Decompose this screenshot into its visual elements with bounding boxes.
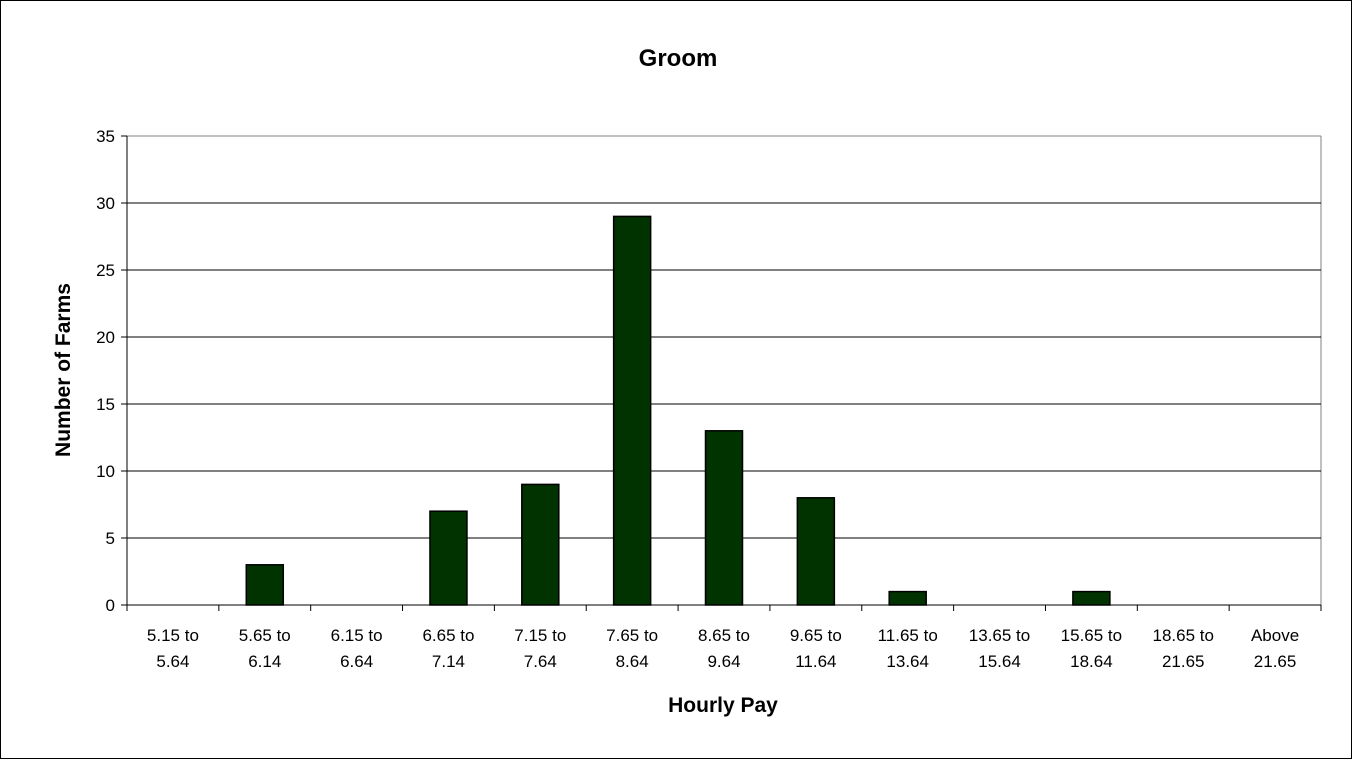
x-tick-label: 5.15 to 5.64 [147, 626, 199, 671]
y-tick-labels: 0 5 10 15 20 25 30 35 [96, 127, 115, 615]
bar [521, 483, 560, 606]
bars [245, 215, 1111, 606]
y-tick-label: 15 [96, 395, 115, 414]
x-tick-label-line: 6.14 [248, 652, 281, 671]
x-tick-label-line: 7.15 to [514, 626, 566, 645]
x-tick-label: 9.65 to 11.64 [790, 626, 842, 671]
x-tick-label: 6.15 to 6.64 [331, 626, 383, 671]
x-tick-label-line: 18.64 [1070, 652, 1113, 671]
x-axis-title: Hourly Pay [668, 694, 778, 717]
x-tick-label-line: 8.65 to [698, 626, 750, 645]
x-tick-label-line: 21.65 [1162, 652, 1205, 671]
x-tick-labels: 5.15 to 5.64 5.65 to 6.14 6.15 to 6.64 6.65 to… [147, 626, 1299, 671]
x-tick-label-line: 15.64 [978, 652, 1021, 671]
bar [429, 510, 468, 606]
x-tick-label-line: 15.65 to [1061, 626, 1122, 645]
x-tick-label-line: Above [1251, 626, 1299, 645]
chart-title: Groom [639, 45, 718, 72]
x-tick-label-line: 7.64 [524, 652, 557, 671]
x-tick-label-line: 8.64 [616, 652, 649, 671]
bar [1072, 590, 1111, 606]
x-tick-label-line: 5.65 to [239, 626, 291, 645]
x-tick-label-line: 13.65 to [969, 626, 1030, 645]
x-tick-label: 18.65 to 21.65 [1153, 626, 1214, 671]
x-tick-label: Above 21.65 [1251, 626, 1299, 671]
y-axis-title: Number of Farms [52, 283, 75, 457]
x-tick-label-line: 6.15 to [331, 626, 383, 645]
x-tick-label-line: 6.65 to [422, 626, 474, 645]
y-tick-label: 10 [96, 462, 115, 481]
y-tick-label: 20 [96, 328, 115, 347]
x-tick-label: 6.65 to 7.14 [422, 626, 474, 671]
bar [245, 564, 285, 606]
y-tick-label: 35 [96, 127, 115, 146]
bar [704, 430, 744, 606]
axes [121, 135, 1322, 611]
x-tick-label: 11.65 to 13.64 [878, 626, 938, 671]
y-tick-label: 0 [106, 596, 115, 615]
x-tick-label: 8.65 to 9.64 [698, 626, 750, 671]
x-tick-label-line: 13.64 [886, 652, 929, 671]
x-tick-label-line: 6.64 [340, 652, 373, 671]
gridlines [127, 135, 1322, 605]
x-tick-label-line: 21.65 [1254, 652, 1297, 671]
y-tick-label: 25 [96, 261, 115, 280]
x-tick-label: 13.65 to 15.64 [969, 626, 1030, 671]
x-tick-label: 5.65 to 6.14 [239, 626, 291, 671]
y-tick-label: 5 [106, 529, 115, 548]
bar [612, 215, 652, 606]
x-tick-label-line: 5.64 [156, 652, 189, 671]
x-tick-label: 7.15 to 7.64 [514, 626, 566, 671]
x-tick-label-line: 11.65 to [878, 626, 938, 645]
x-tick-label-line: 11.64 [795, 652, 836, 671]
x-tick-label-line: 7.65 to [606, 626, 658, 645]
x-tick-label: 15.65 to 18.64 [1061, 626, 1122, 671]
bar [796, 497, 836, 606]
x-tick-label-line: 7.14 [432, 652, 465, 671]
y-tick-label: 30 [96, 194, 115, 213]
bar [888, 590, 927, 606]
x-tick-label-line: 9.65 to [790, 626, 842, 645]
x-tick-label: 7.65 to 8.64 [606, 626, 658, 671]
x-tick-label-line: 18.65 to [1153, 626, 1214, 645]
x-tick-label-line: 5.15 to [147, 626, 199, 645]
x-tick-label-line: 9.64 [707, 652, 740, 671]
